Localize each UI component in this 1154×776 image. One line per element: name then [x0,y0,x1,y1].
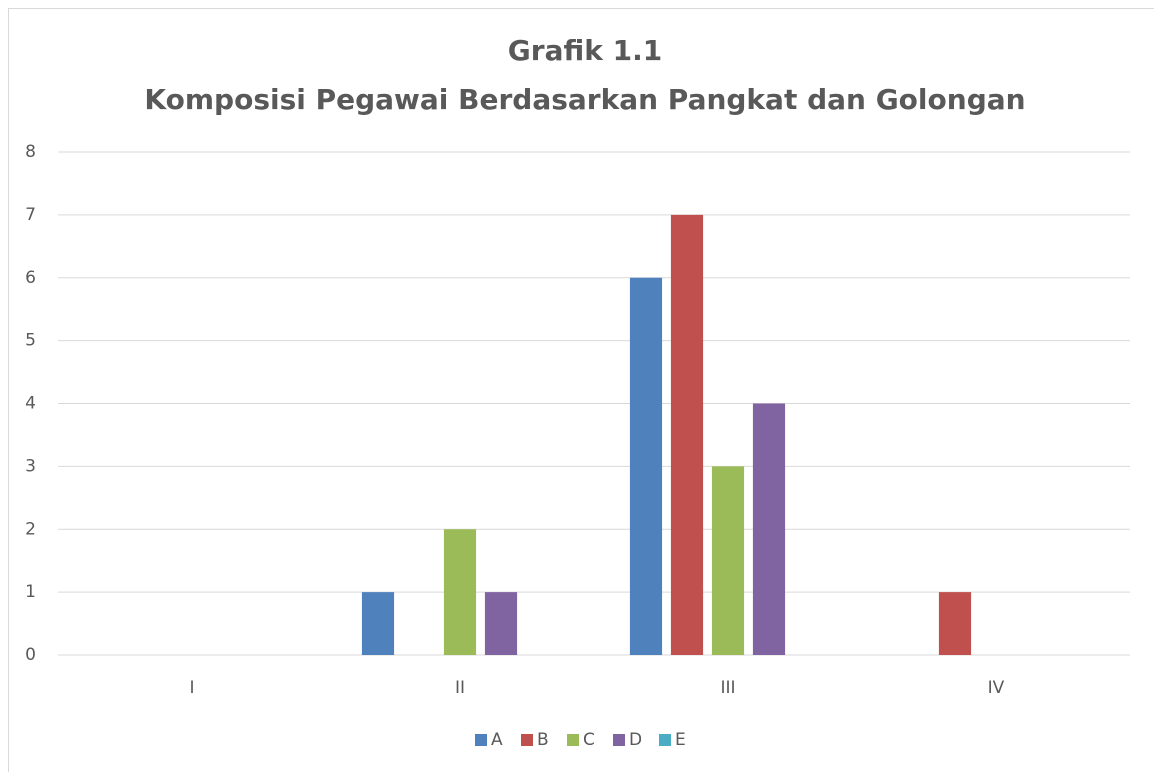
chart-border [9,9,1154,773]
chart-title: Grafik 1.1 [508,34,662,67]
bar [671,215,703,655]
legend-swatch [567,734,579,746]
bar [939,592,971,655]
y-tick-label: 7 [25,205,36,225]
legend-label: B [537,730,549,750]
y-tick-label: 6 [25,268,36,288]
bar [362,592,394,655]
y-tick-label: 8 [25,142,36,162]
bar [753,404,785,656]
legend-label: A [491,730,503,750]
bar [630,278,662,655]
legend-swatch [521,734,533,746]
y-tick-label: 1 [25,582,36,602]
legend-swatch [613,734,625,746]
y-tick-label: 4 [25,394,36,414]
bar [712,466,744,655]
legend-label: E [675,730,686,750]
x-tick-label: II [455,678,465,698]
chart-subtitle: Komposisi Pegawai Berdasarkan Pangkat da… [144,83,1025,116]
bar [485,592,517,655]
x-tick-label: III [720,678,735,698]
x-tick-label: I [189,678,194,698]
y-tick-label: 2 [25,519,36,539]
bar [444,529,476,655]
y-tick-label: 3 [25,456,36,476]
y-tick-label: 5 [25,331,36,351]
y-tick-label: 0 [25,645,36,665]
legend-swatch [659,734,671,746]
x-tick-label: IV [988,678,1005,698]
legend-label: C [583,730,595,750]
legend-label: D [629,730,642,750]
legend-swatch [475,734,487,746]
